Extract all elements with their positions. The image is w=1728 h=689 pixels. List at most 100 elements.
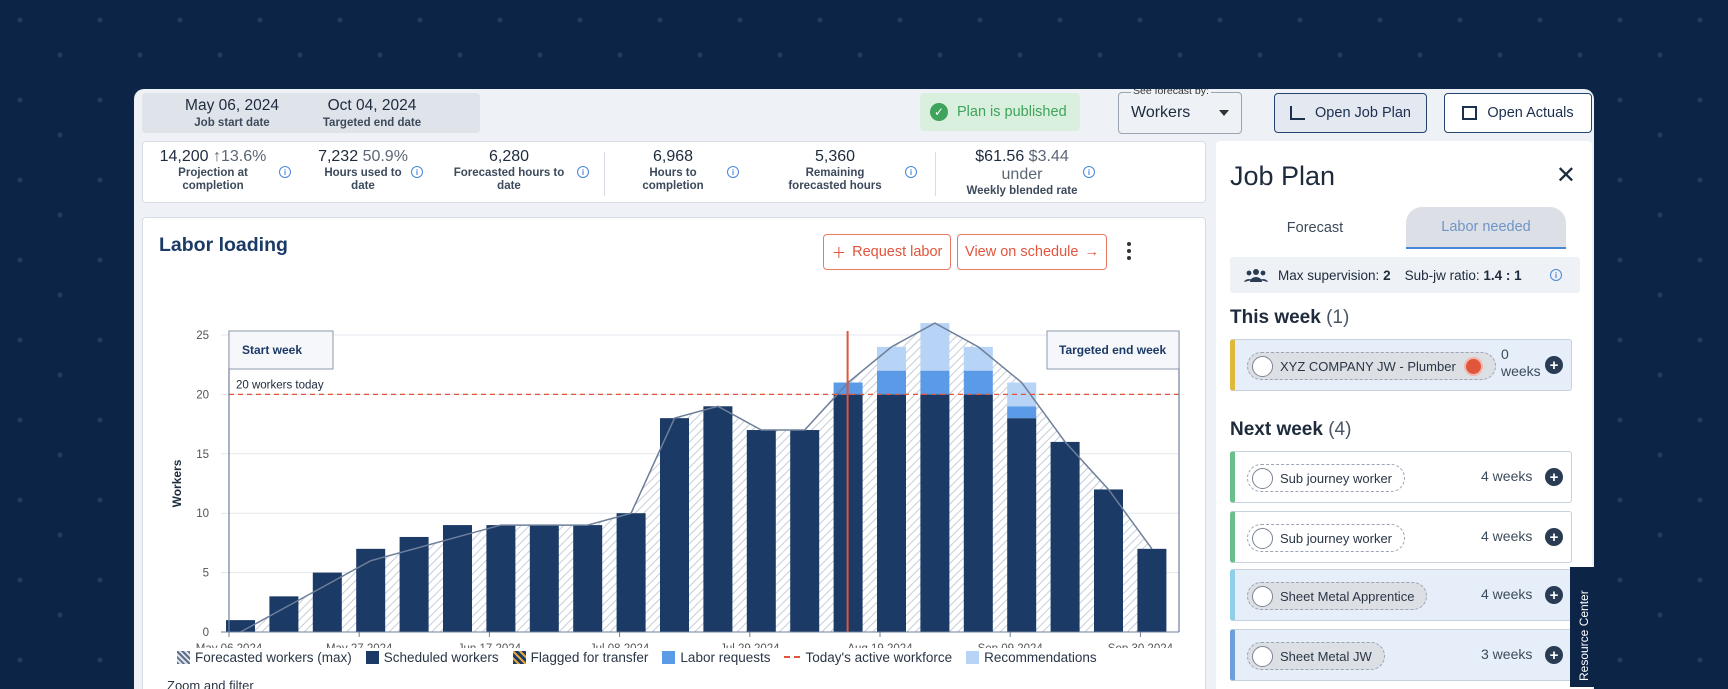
scheduled-bar: [703, 406, 733, 632]
forecast-by-select[interactable]: See forecast by: Workers: [1118, 89, 1242, 134]
labor-request-bar: [920, 370, 950, 395]
job-start-date: May 06, 2024 Job start date: [142, 93, 322, 133]
scheduled-bar: [877, 394, 906, 632]
this-week-heading: This week (1): [1230, 307, 1350, 328]
y-tick-label: 25: [196, 330, 209, 342]
x-tick-label: May 06 2024: [196, 643, 263, 648]
max-supervision-label: Max supervision:: [1278, 267, 1380, 283]
divider: [935, 152, 936, 196]
add-icon[interactable]: +: [1545, 586, 1563, 604]
info-icon[interactable]: i: [1083, 166, 1095, 178]
worker-chip: Sheet Metal Apprentice: [1247, 582, 1428, 610]
worker-card[interactable]: Sub journey worker 4 weeks +: [1230, 451, 1572, 503]
open-actuals-button[interactable]: Open Actuals: [1444, 93, 1592, 133]
x-tick-label: Sep 09 2024: [978, 643, 1044, 648]
add-icon[interactable]: +: [1545, 356, 1563, 374]
scheduled-bar: [486, 525, 516, 632]
stat-label: Remaining forecasted hours: [788, 167, 882, 192]
scheduled-bar: [312, 572, 342, 632]
stat-label: Hours to completion: [642, 167, 704, 192]
scheduled-bar: [399, 536, 429, 632]
info-icon[interactable]: i: [727, 166, 739, 178]
worker-weeks: 0 weeks: [1501, 346, 1541, 379]
stat-hours-used: 7,232 50.9% Hours used to date: [311, 148, 415, 193]
next-week-heading: Next week (4): [1230, 419, 1352, 440]
recommendation-bar: [920, 323, 950, 371]
x-tick-label: Jul 08 2024: [590, 643, 650, 648]
worker-chip: Sub journey worker: [1247, 524, 1405, 552]
app-window: May 06, 2024 Job start date Oct 04, 2024…: [134, 89, 1594, 689]
person-icon: [1252, 586, 1273, 607]
worker-chip: Sheet Metal JW: [1247, 642, 1385, 670]
open-actuals-label: Open Actuals: [1487, 105, 1574, 121]
start-date-label: Job start date: [194, 117, 270, 129]
open-job-plan-button[interactable]: Open Job Plan: [1274, 93, 1427, 133]
worker-card[interactable]: Sheet Metal Apprentice 4 weeks +: [1230, 569, 1572, 621]
stat-blended-rate: $61.56 $3.44 under Weekly blended rate: [957, 148, 1087, 198]
labor-loading-card: Labor loading ＋ Request labor View on sc…: [142, 217, 1206, 689]
stat-value: 7,232: [318, 148, 359, 165]
scheduled-bar: [660, 418, 689, 632]
stat-sub: 50.9%: [362, 148, 408, 165]
worker-card[interactable]: XYZ COMPANY JW - Plumber 0 weeks +: [1230, 339, 1572, 391]
zoom-and-filter-link[interactable]: Zoom and filter: [167, 678, 254, 689]
person-icon: [1252, 468, 1273, 489]
published-text: Plan is published: [957, 104, 1067, 120]
stat-value: $61.56: [975, 148, 1025, 165]
legend-today: Today's active workforce: [784, 650, 952, 665]
add-icon[interactable]: +: [1545, 528, 1563, 546]
info-icon[interactable]: i: [905, 166, 917, 178]
legend-forecasted: Forecasted workers (max): [177, 650, 352, 665]
request-labor-button[interactable]: ＋ Request labor: [823, 234, 951, 270]
stat-label: Hours used to date: [324, 167, 402, 192]
close-icon[interactable]: ✕: [1555, 162, 1576, 189]
worker-weeks: 4 weeks: [1481, 528, 1533, 544]
x-tick-label: Aug 19 2024: [847, 643, 913, 648]
stat-value: 6,280: [488, 148, 530, 165]
start-date-value: May 06, 2024: [185, 97, 279, 114]
y-tick-label: 10: [196, 508, 209, 520]
worker-card[interactable]: Sub journey worker 4 weeks +: [1230, 511, 1572, 563]
stat-hours-to-completion: 6,968 Hours to completion: [633, 148, 713, 193]
add-icon[interactable]: +: [1545, 646, 1563, 664]
ratio-value: 1.4 : 1: [1483, 267, 1522, 283]
stat-value: 14,200: [159, 148, 209, 165]
x-tick-label: Jul 29 2024: [720, 643, 780, 648]
y-axis-title: Workers: [170, 459, 184, 507]
add-icon[interactable]: +: [1545, 468, 1563, 486]
scheduled-bar: [746, 430, 776, 632]
stat-value: 6,968: [652, 148, 694, 165]
tab-forecast[interactable]: Forecast: [1286, 220, 1344, 236]
end-date-label: Targeted end date: [322, 117, 422, 129]
arrow-right-icon: →: [1084, 244, 1099, 260]
person-icon: [1252, 528, 1273, 549]
info-icon[interactable]: i: [411, 166, 423, 178]
more-options-icon[interactable]: [1127, 242, 1131, 263]
info-icon[interactable]: i: [1550, 269, 1562, 281]
target-end-date: Oct 04, 2024 Targeted end date: [322, 93, 422, 133]
scheduled-bar: [790, 430, 820, 632]
forecast-select-caption: See forecast by:: [1131, 89, 1211, 97]
worker-weeks: 4 weeks: [1481, 586, 1533, 602]
recommendation-bar: [877, 346, 906, 371]
tab-labor-needed[interactable]: Labor needed: [1406, 207, 1566, 249]
ratio-label: Sub-jw ratio:: [1404, 267, 1480, 283]
worker-weeks: 3 weeks: [1481, 646, 1533, 662]
start-week-box: [228, 330, 334, 370]
plan-published-badge: ✓ Plan is published: [920, 93, 1080, 131]
info-icon[interactable]: i: [577, 166, 589, 178]
scheduled-bar: [920, 394, 950, 632]
person-icon: [1252, 646, 1273, 667]
labor-loading-chart: 0 5 10 15 20 25 Workers 20 workers today Start w…: [170, 322, 1180, 648]
labor-request-bar: [963, 370, 993, 395]
y-tick-label: 20: [196, 389, 209, 401]
resource-center-tab[interactable]: Resource Center: [1570, 567, 1598, 687]
worker-card[interactable]: Sheet Metal JW 3 weeks +: [1230, 629, 1572, 681]
x-tick-label: May 27 2024: [326, 643, 393, 648]
start-week-label: Start week: [242, 343, 302, 357]
view-on-schedule-button[interactable]: View on schedule →: [957, 234, 1107, 270]
scheduled-bar: [529, 525, 559, 632]
end-date-value: Oct 04, 2024: [327, 97, 417, 114]
info-icon[interactable]: i: [279, 166, 291, 178]
scheduled-bar: [226, 620, 255, 632]
